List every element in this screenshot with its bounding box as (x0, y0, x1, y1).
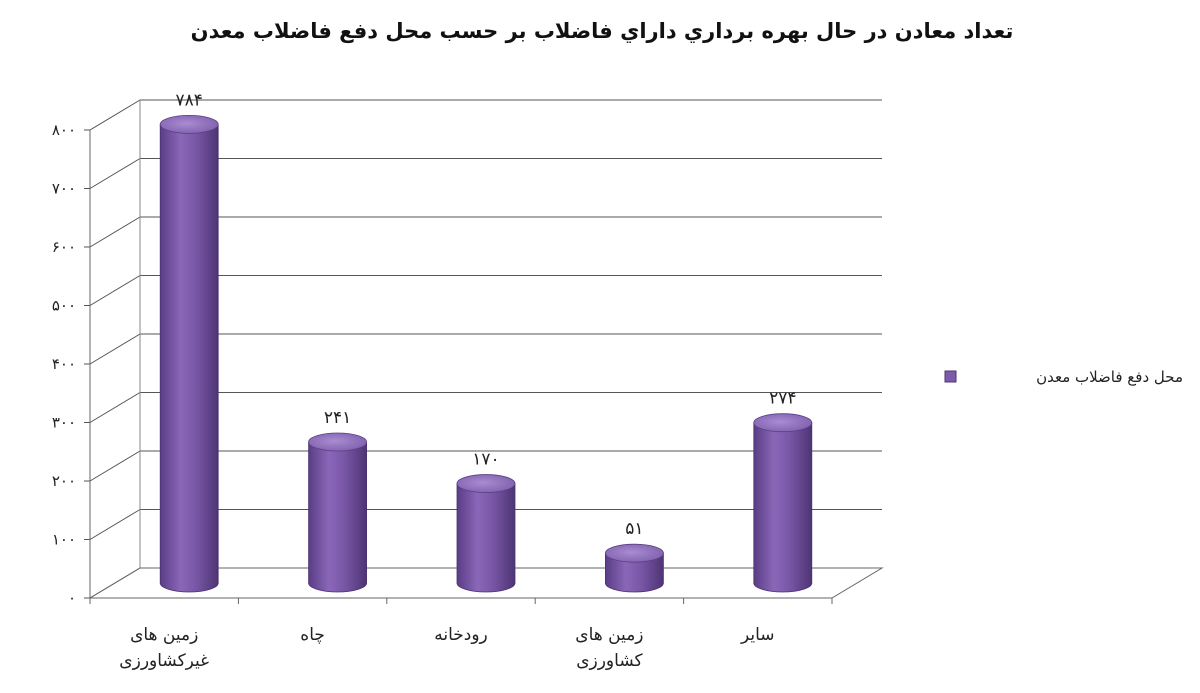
category-label-4: سایر (740, 625, 775, 645)
y-tick-label-3: ۳۰۰ (52, 414, 76, 432)
bar-0 (159, 114, 219, 593)
bar-cap-0 (159, 114, 219, 134)
category-label-3-line-1: کشاورزی (576, 651, 643, 671)
chart-title: تعداد معادن در حال بهره برداري داراي فاض… (191, 19, 1014, 44)
category-label-1-line-0: چاه (300, 625, 325, 645)
y-tick-label-8: ۸۰۰ (52, 121, 76, 139)
data-label-2: ۱۷۰ (472, 450, 499, 470)
y-tick-label-7: ۷۰۰ (52, 180, 76, 198)
bar-2 (456, 474, 516, 593)
bar-body-3 (605, 552, 664, 593)
bar-body-0 (159, 123, 219, 593)
bar-4 (753, 413, 813, 593)
category-label-3-line-0: زمین های (575, 625, 643, 645)
gridline-side-6 (89, 216, 141, 248)
y-tick-label-6: ۶۰۰ (52, 238, 76, 256)
category-label-1: چاه (300, 625, 325, 645)
y-tick-label-1: ۱۰۰ (52, 531, 76, 549)
y-axis-ticks: ۰ ۱۰۰ ۲۰۰ ۳۰۰ ۴۰۰ ۵۰۰ ۶۰۰ ۷۰۰ ۸۰۰ (52, 121, 90, 607)
gridline-side-4 (89, 333, 141, 365)
bar-cap-1 (308, 432, 368, 452)
legend-swatch (944, 370, 957, 383)
category-label-2-line-0: رودخانه (434, 625, 488, 645)
gridline-side-5 (89, 275, 141, 306)
data-labels: ۷۸۴ ۲۴۱ ۱۷۰ ۵۱ ۲۷۴ (175, 90, 796, 539)
y-tick-label-2: ۲۰۰ (52, 472, 76, 490)
bar-body-2 (456, 483, 516, 593)
floor (88, 567, 884, 599)
gridline-side-1 (89, 509, 141, 540)
bar-cap-3 (605, 543, 664, 563)
category-labels: زمین های غیرکشاورزی چاه رودخانه زمین های کشاو… (119, 625, 774, 671)
bar-cap-2 (456, 474, 516, 493)
y-tick-label-4: ۴۰۰ (52, 355, 76, 373)
category-label-4-line-0: سایر (740, 625, 775, 645)
bar-cap-4 (753, 413, 813, 433)
gridline-side-2 (89, 450, 141, 482)
data-label-0: ۷۸۴ (175, 90, 202, 110)
legend-label: محل دفع فاضلاب معدن (1036, 368, 1183, 386)
category-label-2: رودخانه (434, 625, 488, 645)
gridline-side-3 (89, 392, 141, 423)
category-label-0-line-0: زمین های (130, 625, 198, 645)
bar-body-4 (753, 422, 813, 593)
category-label-0-line-1: غیرکشاورزی (119, 651, 209, 671)
y-tick-label-0: ۰ (68, 589, 76, 607)
gridline-side-7 (89, 158, 141, 189)
data-label-1: ۲۴۱ (324, 408, 351, 428)
bar-3 (605, 543, 664, 593)
category-label-0: زمین های غیرکشاورزی (119, 625, 209, 671)
category-label-3: زمین های کشاورزی (575, 625, 643, 671)
legend: محل دفع فاضلاب معدن (944, 368, 1183, 386)
bars (159, 114, 813, 593)
bar-1 (308, 432, 368, 593)
data-label-3: ۵۱ (625, 519, 643, 539)
gridline-side-8 (89, 99, 141, 131)
bar-body-1 (308, 441, 367, 593)
grid (89, 99, 882, 599)
y-tick-label-5: ۵۰۰ (52, 297, 76, 315)
data-label-4: ۲۷۴ (769, 389, 796, 409)
